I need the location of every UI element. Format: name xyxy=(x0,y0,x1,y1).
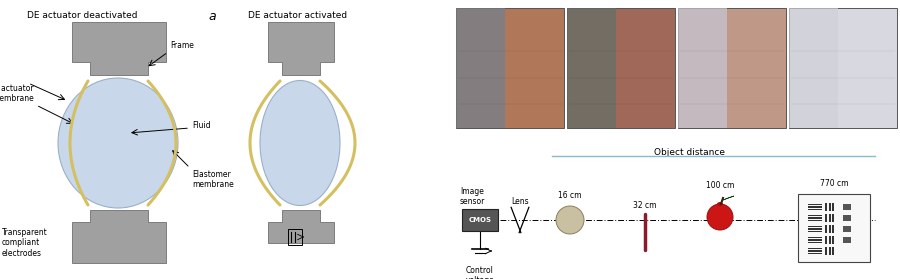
Bar xyxy=(808,237,822,238)
Bar xyxy=(829,214,831,222)
Text: 100 cm: 100 cm xyxy=(706,181,734,190)
Bar xyxy=(825,225,827,233)
Bar xyxy=(808,215,822,216)
Bar xyxy=(808,217,822,218)
Bar xyxy=(832,203,834,211)
Bar xyxy=(829,236,831,244)
Polygon shape xyxy=(723,196,734,200)
Bar xyxy=(808,230,822,232)
Bar xyxy=(808,203,822,205)
Text: Object distance: Object distance xyxy=(654,148,725,157)
Text: Lens: Lens xyxy=(511,197,529,206)
Bar xyxy=(808,250,822,251)
Bar xyxy=(462,209,498,231)
Text: DE actuator
membrane: DE actuator membrane xyxy=(0,84,34,103)
Text: 3: 3 xyxy=(801,215,805,220)
Bar xyxy=(798,194,870,262)
Text: 6: 6 xyxy=(801,249,805,254)
Text: DE actuator deactivated: DE actuator deactivated xyxy=(27,11,137,20)
Bar xyxy=(829,247,831,255)
Text: 4: 4 xyxy=(801,227,805,232)
Bar xyxy=(808,228,822,230)
Circle shape xyxy=(556,206,584,234)
Bar xyxy=(825,214,827,222)
Bar xyxy=(456,8,564,128)
Text: Fluid: Fluid xyxy=(192,121,211,131)
Ellipse shape xyxy=(260,81,340,206)
Bar xyxy=(829,225,831,233)
Bar xyxy=(843,226,851,232)
Text: 16 cm: 16 cm xyxy=(558,191,581,200)
Text: -1: -1 xyxy=(843,198,849,203)
Bar xyxy=(789,8,838,128)
Polygon shape xyxy=(72,210,166,263)
Text: Transparent
compliant
electrodes: Transparent compliant electrodes xyxy=(2,228,48,258)
Ellipse shape xyxy=(717,202,723,206)
Bar xyxy=(829,203,831,211)
Text: Control
voltage: Control voltage xyxy=(465,266,494,279)
Bar xyxy=(567,8,616,128)
Bar xyxy=(808,247,822,249)
Bar xyxy=(678,8,786,128)
Bar xyxy=(288,229,302,245)
Bar xyxy=(808,225,822,227)
Text: 5: 5 xyxy=(801,237,805,242)
Ellipse shape xyxy=(707,204,733,230)
Bar xyxy=(808,208,822,210)
Text: a: a xyxy=(208,10,216,23)
Bar xyxy=(843,237,851,243)
Text: -2: -2 xyxy=(817,198,824,203)
Bar xyxy=(825,236,827,244)
Text: 32 cm: 32 cm xyxy=(634,201,657,210)
Bar xyxy=(832,247,834,255)
Bar xyxy=(832,214,834,222)
Text: 770 cm: 770 cm xyxy=(820,179,848,188)
Bar xyxy=(808,220,822,221)
Text: Frame: Frame xyxy=(170,41,194,50)
Bar xyxy=(825,247,827,255)
Bar xyxy=(832,225,834,233)
Text: Image
sensor: Image sensor xyxy=(459,187,485,206)
Polygon shape xyxy=(268,210,334,243)
Text: CMOS: CMOS xyxy=(469,217,491,223)
Bar xyxy=(678,8,726,128)
Text: b: b xyxy=(638,8,646,21)
Text: Elastomer
membrane: Elastomer membrane xyxy=(192,170,234,189)
Bar xyxy=(832,236,834,244)
Polygon shape xyxy=(268,22,334,75)
Bar xyxy=(808,252,822,254)
Bar xyxy=(843,204,851,210)
Bar xyxy=(843,215,851,221)
Bar xyxy=(567,8,675,128)
Polygon shape xyxy=(72,22,166,75)
Ellipse shape xyxy=(58,78,178,208)
Text: 2: 2 xyxy=(801,205,805,210)
Text: DE actuator activated: DE actuator activated xyxy=(248,11,347,20)
Bar xyxy=(789,8,897,128)
Bar xyxy=(808,206,822,208)
Bar xyxy=(825,203,827,211)
Bar xyxy=(808,242,822,243)
Bar xyxy=(456,8,505,128)
Bar xyxy=(808,239,822,240)
